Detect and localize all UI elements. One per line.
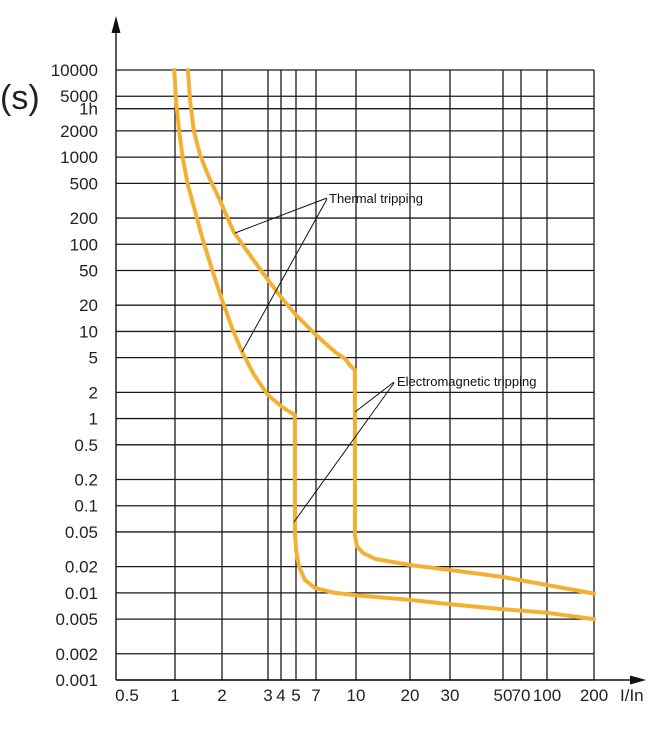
annotation-electromagnetic-tripping: Electromagnetic tripping (293, 374, 536, 523)
x-tick-label: 4 (276, 686, 285, 705)
y-tick-label: 0.1 (74, 497, 98, 516)
y-tick-label: 2000 (60, 122, 98, 141)
electromagnetic-leader-line-upper (354, 381, 395, 413)
tripping-curve-2 (185, 68, 596, 596)
x-tick-label: 10 (347, 686, 366, 705)
y-tick-label: 0.02 (65, 558, 98, 577)
y-tick-label: 0.5 (74, 436, 98, 455)
y-axis-arrowhead (111, 16, 121, 33)
thermal-leader-line-upper (234, 197, 328, 234)
y-tick-label: 5 (89, 349, 98, 368)
x-tick-label: 50 (494, 686, 513, 705)
y-tick-label: 50 (79, 262, 98, 281)
y-tick-label: 0.002 (55, 645, 98, 664)
y-axis-label: (s) (0, 79, 40, 117)
x-tick-label: 1 (170, 686, 179, 705)
y-tick-label: 0.2 (74, 471, 98, 490)
x-tick-label: 30 (441, 686, 460, 705)
y-tick-label: 200 (70, 209, 98, 228)
tripping-curves (172, 68, 596, 622)
y-tick-label: 0.05 (65, 523, 98, 542)
y-tick-label: 2 (89, 383, 98, 402)
thermal-tripping-label: Thermal tripping (329, 191, 423, 206)
y-tick-label: 5000 (60, 87, 98, 106)
x-tick-label: 2 (217, 686, 226, 705)
y-tick-label: 500 (70, 174, 98, 193)
x-tick-label: 7 (311, 686, 320, 705)
tripping-curve-1 (172, 68, 596, 622)
axes (111, 16, 646, 685)
x-tick-label: 5 (291, 686, 300, 705)
y-tick-label: 10000 (51, 61, 98, 80)
annotation-thermal-tripping: Thermal tripping (234, 191, 423, 353)
y-tick-label: 0.005 (55, 610, 98, 629)
y-tick-label: 1 (89, 410, 98, 429)
x-axis-arrowhead (630, 675, 646, 685)
y-tick-label: 10 (79, 322, 98, 341)
x-tick-label: 200 (580, 686, 608, 705)
electromagnetic-leader-line-lower (293, 382, 395, 523)
y-tick-label: 0.001 (55, 671, 98, 690)
x-tick-labels: 0.5 1 2 3 4 5 7 10 20 30 50 70 100 200 (115, 686, 608, 705)
x-tick-label: 0.5 (115, 686, 139, 705)
y-tick-label: 1000 (60, 148, 98, 167)
y-tick-label: 100 (70, 235, 98, 254)
thermal-leader-line-lower (241, 198, 328, 353)
x-tick-label: 70 (512, 686, 531, 705)
electromagnetic-tripping-label: Electromagnetic tripping (397, 374, 536, 389)
x-tick-label: 3 (263, 686, 272, 705)
y-tick-label: 1h (79, 100, 98, 119)
x-tick-label: 20 (401, 686, 420, 705)
y-tick-label: 20 (79, 296, 98, 315)
x-tick-label: 100 (533, 686, 561, 705)
y-tick-label: 0.01 (65, 584, 98, 603)
x-axis-label: I/In (620, 686, 644, 705)
